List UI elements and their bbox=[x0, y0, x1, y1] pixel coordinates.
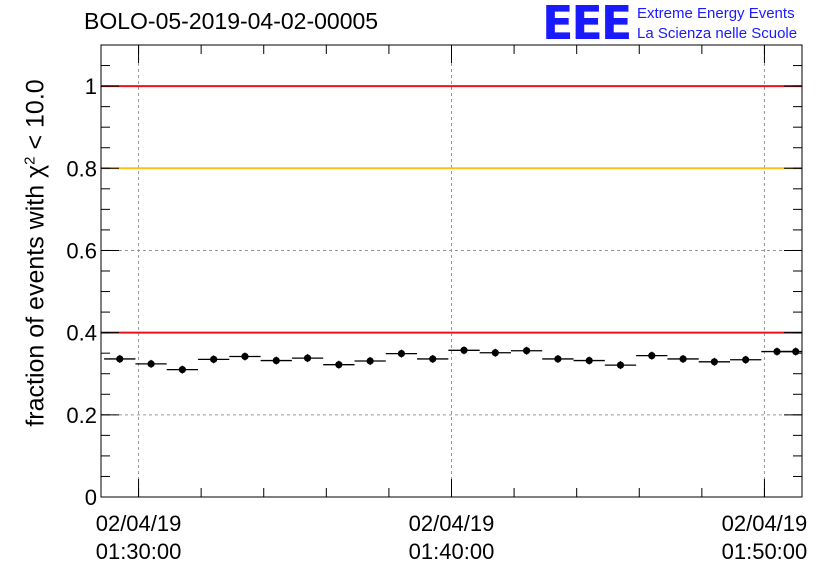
data-point bbox=[335, 361, 343, 369]
y-tick-label: 0.6 bbox=[66, 238, 97, 263]
data-point bbox=[554, 355, 562, 363]
data-point bbox=[147, 360, 155, 368]
y-tick-label: 0.2 bbox=[66, 403, 97, 428]
axes: 0 0.2 0.4 0.6 0.8 1 02/04/19 01:30:00 02/04/19 01… bbox=[66, 44, 808, 564]
x-tick-label-date: 02/04/19 bbox=[409, 511, 495, 536]
y-axis-label-sup: 2 bbox=[21, 156, 39, 165]
grid-layer bbox=[101, 45, 802, 497]
data-point bbox=[792, 347, 800, 356]
x-tick-label-time: 01:40:00 bbox=[409, 539, 495, 564]
data-point bbox=[210, 355, 218, 363]
y-tick-label: 1 bbox=[85, 74, 97, 99]
logo-caption: Extreme Energy Events La Scienza nelle S… bbox=[637, 4, 797, 44]
data-point bbox=[366, 357, 374, 365]
data-point bbox=[303, 354, 312, 362]
x-tick-label-date: 02/04/19 bbox=[96, 511, 182, 536]
data-point bbox=[397, 349, 406, 358]
data-point bbox=[585, 356, 593, 365]
data-point bbox=[178, 366, 186, 374]
reference-lines bbox=[101, 85, 802, 334]
data-point bbox=[710, 358, 718, 366]
x-tick-label-date: 02/04/19 bbox=[722, 511, 808, 536]
data-point bbox=[616, 361, 625, 369]
y-axis-label-chi: χ bbox=[21, 164, 50, 178]
data-point bbox=[679, 355, 687, 363]
y-tick-label: 0 bbox=[85, 485, 97, 510]
logo-line-2: La Scienza nelle Scuole bbox=[637, 25, 798, 42]
x-tick-label-time: 01:30:00 bbox=[96, 539, 182, 564]
data-point bbox=[460, 346, 468, 354]
plot-frame bbox=[100, 44, 803, 498]
data-point bbox=[742, 356, 750, 364]
data-point bbox=[491, 349, 499, 357]
data-point bbox=[116, 355, 124, 363]
y-tick-label: 0.4 bbox=[66, 321, 97, 346]
data-point bbox=[773, 347, 781, 356]
data-point bbox=[523, 347, 531, 355]
eee-logo: EEE bbox=[542, 0, 632, 50]
data-point bbox=[648, 352, 656, 360]
data-points bbox=[104, 346, 802, 374]
data-point bbox=[241, 352, 249, 361]
chart-title: BOLO-05-2019-04-02-00005 bbox=[84, 8, 379, 34]
x-tick-label-time: 01:50:00 bbox=[722, 539, 808, 564]
data-point bbox=[429, 355, 437, 363]
y-axis-label-suffix: < 10.0 bbox=[21, 79, 50, 157]
y-axis-label: fraction of events with χ2 < 10.0 bbox=[21, 79, 50, 426]
logo-line-1: Extreme Energy Events bbox=[637, 5, 795, 22]
data-point bbox=[272, 356, 280, 365]
y-axis-label-prefix: fraction of events with bbox=[21, 177, 50, 427]
y-tick-label: 0.8 bbox=[66, 156, 97, 181]
